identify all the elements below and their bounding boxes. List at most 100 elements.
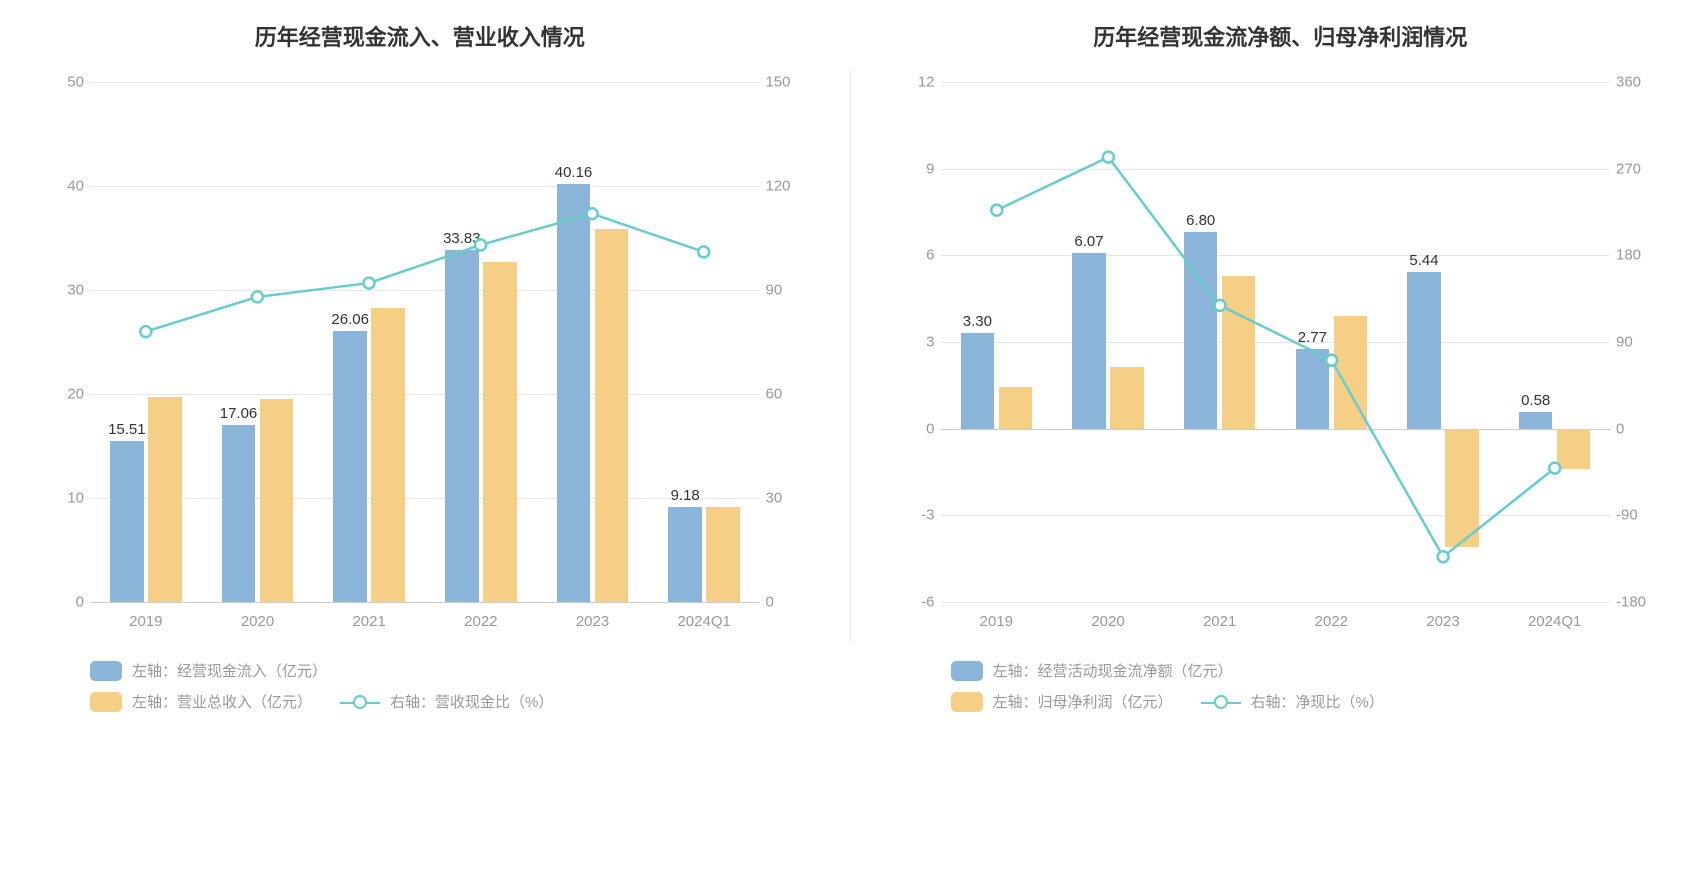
legend-row: 左轴：经营活动现金流净额（亿元） — [951, 660, 1671, 681]
legend-item-line: 右轴：净现比（%） — [1201, 691, 1384, 712]
y-axis-left-label: 9 — [893, 160, 935, 177]
x-axis-line — [941, 429, 1611, 430]
bar-series-a — [1407, 272, 1441, 429]
bar-value-label: 6.80 — [1186, 212, 1215, 229]
legend-left: 左轴：经营现金流入（亿元） 左轴：营业总收入（亿元） 右轴：营收现金比（%） — [30, 660, 810, 712]
swatch-line-icon — [340, 694, 380, 710]
gridline — [90, 290, 760, 291]
gridline — [941, 602, 1611, 603]
bar-series-b — [1334, 316, 1368, 429]
bar-series-a — [445, 250, 479, 602]
x-axis-line — [90, 602, 760, 603]
gridline — [90, 498, 760, 499]
x-axis-label: 2019 — [129, 613, 162, 630]
bar-value-label: 15.51 — [108, 421, 146, 438]
legend-item-bar-a: 左轴：经营活动现金流净额（亿元） — [951, 660, 1233, 681]
bar-series-b — [1222, 276, 1256, 429]
swatch-bar-b-icon — [90, 692, 122, 712]
line-series-layer — [90, 82, 760, 602]
gridline — [941, 515, 1611, 516]
y-axis-left-label: 3 — [893, 334, 935, 351]
bar-series-a — [1072, 253, 1106, 428]
y-axis-right-label: 360 — [1616, 74, 1658, 91]
legend-item-bar-b: 左轴：归母净利润（亿元） — [951, 691, 1173, 712]
line-series-marker — [991, 205, 1002, 216]
bar-series-b — [595, 229, 629, 602]
plot-wrap-right: -6-3036912-180-9009018027036020193.30202… — [891, 82, 1671, 642]
gridline — [90, 82, 760, 83]
bar-series-b — [1557, 429, 1591, 469]
line-series-marker — [1437, 551, 1448, 562]
x-axis-label: 2024Q1 — [677, 613, 730, 630]
bar-series-a — [222, 425, 256, 602]
panel-divider — [850, 70, 851, 642]
x-axis-label: 2023 — [1426, 613, 1459, 630]
legend-label: 左轴：经营现金流入（亿元） — [132, 660, 327, 681]
gridline — [941, 255, 1611, 256]
y-axis-right-label: -90 — [1616, 507, 1658, 524]
bar-series-b — [1110, 367, 1144, 429]
y-axis-left-label: 10 — [42, 490, 84, 507]
x-axis-label: 2022 — [464, 613, 497, 630]
bar-value-label: 3.30 — [963, 313, 992, 330]
y-axis-right-label: 0 — [1616, 420, 1658, 437]
bar-series-a — [110, 441, 144, 602]
bar-value-label: 17.06 — [220, 405, 258, 422]
bar-value-label: 6.07 — [1074, 233, 1103, 250]
bar-series-b — [706, 507, 740, 602]
y-axis-right-label: 120 — [766, 178, 808, 195]
bar-series-a — [1519, 412, 1553, 429]
y-axis-left-label: 20 — [42, 386, 84, 403]
bar-value-label: 26.06 — [331, 311, 369, 328]
y-axis-right-label: 150 — [766, 74, 808, 91]
y-axis-right-label: 270 — [1616, 160, 1658, 177]
bar-series-b — [1445, 429, 1479, 547]
y-axis-left-label: 50 — [42, 74, 84, 91]
bar-series-a — [668, 507, 702, 602]
bar-value-label: 0.58 — [1521, 392, 1550, 409]
gridline — [941, 169, 1611, 170]
bar-series-a — [557, 184, 591, 602]
gridline — [90, 394, 760, 395]
bar-value-label: 5.44 — [1409, 252, 1438, 269]
chart-title-right: 历年经营现金流净额、归母净利润情况 — [891, 20, 1671, 52]
bar-series-a — [1296, 349, 1330, 429]
legend-label: 左轴：归母净利润（亿元） — [993, 691, 1173, 712]
x-axis-label: 2023 — [576, 613, 609, 630]
legend-row: 左轴：归母净利润（亿元） 右轴：净现比（%） — [951, 691, 1671, 712]
line-series-marker — [363, 278, 374, 289]
chart-panel-left: 历年经营现金流入、营业收入情况 010203040500306090120150… — [30, 20, 810, 722]
line-series-marker — [252, 291, 263, 302]
x-axis-label: 2020 — [241, 613, 274, 630]
y-axis-right-label: 90 — [1616, 334, 1658, 351]
swatch-line-icon — [1201, 694, 1241, 710]
y-axis-left-label: -6 — [893, 594, 935, 611]
y-axis-left-label: 40 — [42, 178, 84, 195]
y-axis-left-label: 30 — [42, 282, 84, 299]
chart-panel-right: 历年经营现金流净额、归母净利润情况 -6-3036912-180-9009018… — [891, 20, 1671, 722]
plot-area-right: -6-3036912-180-9009018027036020193.30202… — [941, 82, 1611, 602]
bar-series-a — [1184, 232, 1218, 428]
y-axis-right-label: 30 — [766, 490, 808, 507]
line-series-marker — [140, 326, 151, 337]
y-axis-left-label: 0 — [42, 594, 84, 611]
y-axis-right-label: 60 — [766, 386, 808, 403]
y-axis-left-label: 6 — [893, 247, 935, 264]
bar-value-label: 33.83 — [443, 230, 481, 247]
x-axis-label: 2021 — [1203, 613, 1236, 630]
y-axis-right-label: -180 — [1616, 594, 1658, 611]
legend-row: 左轴：经营现金流入（亿元） — [90, 660, 810, 681]
legend-row: 左轴：营业总收入（亿元） 右轴：营收现金比（%） — [90, 691, 810, 712]
gridline — [941, 82, 1611, 83]
line-series-marker — [698, 246, 709, 257]
plot-area-left: 010203040500306090120150201915.51202017.… — [90, 82, 760, 602]
x-axis-label: 2024Q1 — [1528, 613, 1581, 630]
y-axis-left-label: 12 — [893, 74, 935, 91]
legend-label: 左轴：经营活动现金流净额（亿元） — [993, 660, 1233, 681]
x-axis-label: 2021 — [352, 613, 385, 630]
bar-value-label: 40.16 — [555, 164, 593, 181]
swatch-bar-a-icon — [951, 661, 983, 681]
legend-item-bar-a: 左轴：经营现金流入（亿元） — [90, 660, 327, 681]
bar-value-label: 9.18 — [671, 487, 700, 504]
gridline — [941, 342, 1611, 343]
